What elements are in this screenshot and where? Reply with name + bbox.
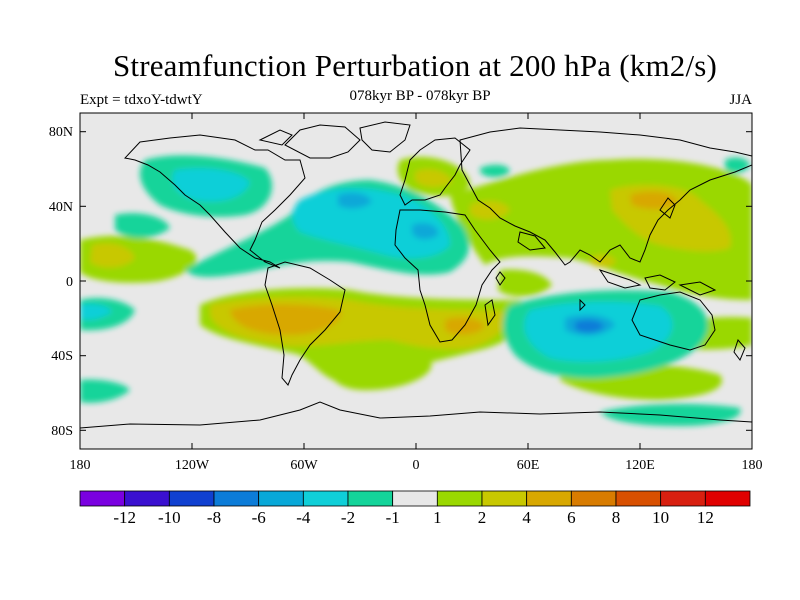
season-label: JJA	[729, 92, 752, 108]
lat-label: 40S	[51, 349, 73, 364]
lon-label: 120W	[175, 458, 210, 473]
latitude-axis	[80, 131, 752, 431]
colorbar-label: -2	[341, 508, 355, 527]
latitude-labels: 80N 40N 0 40S 80S	[49, 125, 73, 439]
lon-label: 60E	[517, 458, 540, 473]
lon-label: 0	[413, 458, 420, 473]
contour-fill-layer	[80, 155, 752, 426]
colorbar-box	[481, 490, 528, 507]
colorbar-box	[302, 490, 349, 507]
lon-label: 120E	[625, 458, 655, 473]
coastlines	[80, 121, 752, 429]
colorbar-label: -10	[158, 508, 181, 527]
colorbar-label: 2	[478, 508, 487, 527]
colorbar-label: 4	[522, 508, 531, 527]
lon-label: 180	[742, 458, 763, 473]
colorbar-label: 12	[697, 508, 714, 527]
colorbar-label: 1	[433, 508, 442, 527]
colorbar-box	[392, 490, 438, 507]
colorbar-box	[436, 490, 483, 507]
colorbar-label: -4	[296, 508, 311, 527]
lat-label: 80S	[51, 424, 73, 439]
colorbar-box	[704, 490, 751, 507]
lon-label: 180	[70, 458, 91, 473]
lat-label: 40N	[49, 200, 73, 215]
colorbar-box	[213, 490, 260, 507]
colorbar-box	[79, 490, 126, 507]
lat-label: 80N	[49, 125, 73, 140]
colorbar-box	[168, 490, 215, 507]
period-label: 078kyr BP - 078kyr BP	[349, 88, 491, 104]
longitude-axis	[79, 113, 753, 449]
colorbar-label: -1	[386, 508, 400, 527]
colorbar-box	[570, 490, 617, 507]
colorbar-label: -12	[113, 508, 136, 527]
colorbar: -12 -10 -8 -6 -4 -2 -1 1 2 4 6 8 10 12	[79, 490, 751, 527]
longitude-labels: 180 120W 60W 0 60E 120E 180	[70, 458, 763, 473]
chart-title: Streamfunction Perturbation at 200 hPa (…	[112, 48, 718, 83]
colorbar-box	[258, 490, 304, 507]
lat-label: 0	[66, 275, 73, 290]
colorbar-label: -6	[252, 508, 266, 527]
colorbar-label: 10	[652, 508, 669, 527]
colorbar-box	[660, 490, 706, 507]
colorbar-label: 8	[612, 508, 621, 527]
colorbar-box	[526, 490, 572, 507]
lon-label: 60W	[290, 458, 318, 473]
colorbar-box	[615, 490, 662, 507]
colorbar-box	[124, 490, 170, 507]
experiment-label: Expt = tdxoY-tdwtY	[80, 92, 203, 108]
colorbar-label: 6	[567, 508, 576, 527]
colorbar-label: -8	[207, 508, 221, 527]
colorbar-box	[347, 490, 394, 507]
